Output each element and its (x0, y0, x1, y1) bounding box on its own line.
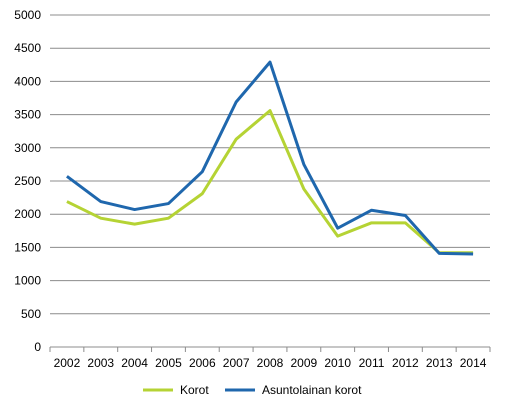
gridlines (50, 14, 490, 315)
legend: Korot Asuntolainan korot (143, 383, 362, 397)
x-tick-label-2014: 2014 (460, 356, 487, 370)
y-tick-label-3500: 3500 (14, 108, 41, 122)
y-tick-labels: 0 500 1000 1500 2000 2500 3000 3500 4000 4500 5000 (14, 8, 41, 354)
x-tick-label-2013: 2013 (426, 356, 453, 370)
x-tick-label-2012: 2012 (392, 356, 419, 370)
x-tick-label-2003: 2003 (87, 356, 114, 370)
legend-label-2: Asuntolainan korot (262, 383, 362, 397)
x-tick-label-2004: 2004 (121, 356, 148, 370)
y-tick-label-2000: 2000 (14, 207, 41, 221)
x-tick-label-2006: 2006 (189, 356, 216, 370)
y-tick-label-4500: 4500 (14, 41, 41, 55)
y-tick-label-4000: 4000 (14, 74, 41, 88)
x-tick-label-2009: 2009 (290, 356, 317, 370)
x-tick-label-2005: 2005 (155, 356, 182, 370)
x-tick-label-2007: 2007 (223, 356, 250, 370)
x-tick-label-2011: 2011 (359, 356, 385, 370)
x-tick-label-2010: 2010 (324, 356, 351, 370)
x-tick-labels: 2002 2003 2004 2005 2006 2007 2008 2009 2010 2011… (54, 356, 487, 370)
x-tick-label-2002: 2002 (54, 356, 81, 370)
series-lines (66, 60, 474, 256)
y-tick-label-0: 0 (34, 340, 41, 354)
series-line-2 (66, 60, 474, 256)
y-tick-label-5000: 5000 (14, 8, 41, 22)
series-line-1 (66, 109, 474, 255)
y-tick-label-500: 500 (21, 307, 41, 321)
legend-label-1: Korot (180, 383, 209, 397)
x-axis (49, 346, 491, 352)
x-tick-label-2008: 2008 (257, 356, 284, 370)
y-tick-label-1000: 1000 (14, 274, 41, 288)
y-tick-label-2500: 2500 (14, 174, 41, 188)
y-tick-label-3000: 3000 (14, 141, 41, 155)
y-tick-label-1500: 1500 (14, 240, 41, 254)
